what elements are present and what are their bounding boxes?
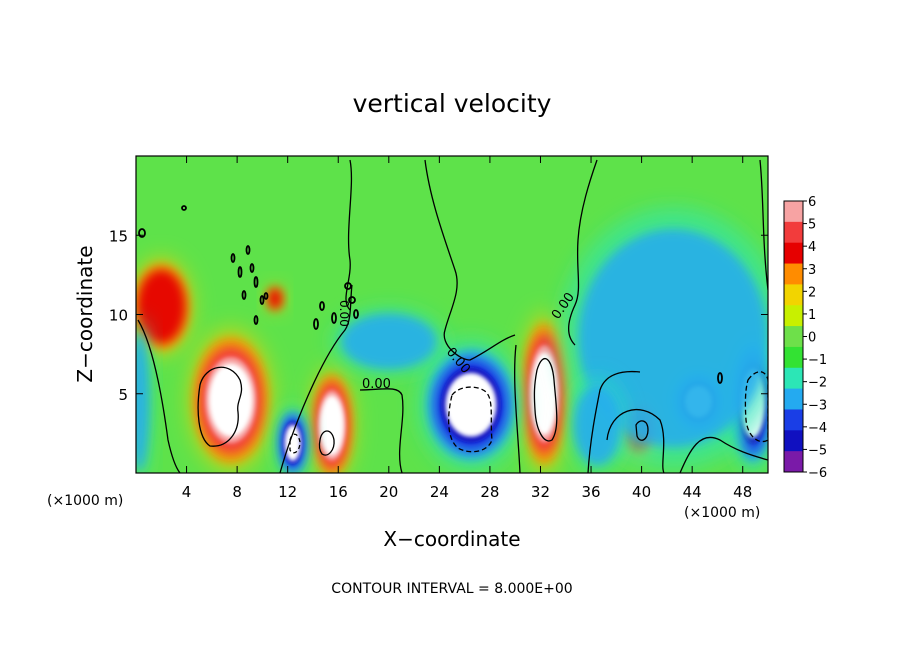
- contour-label: 0.00: [362, 377, 391, 392]
- colorbar-label: −6: [808, 466, 827, 481]
- field-downdraft: [331, 308, 446, 375]
- colorbar-swatch: [784, 263, 803, 285]
- zero-contour: [759, 159, 768, 291]
- x-tick-label: 4: [182, 483, 192, 501]
- field-core: [320, 395, 344, 456]
- x-axis-unit-left: (×1000 m): [47, 493, 123, 509]
- x-tick-label: 24: [430, 483, 449, 501]
- zero-contour: [345, 159, 353, 311]
- zero-contour: [424, 159, 516, 361]
- colorbar-label: −4: [808, 421, 827, 436]
- x-tick-label: 44: [683, 483, 702, 501]
- colorbar-label: −5: [808, 443, 827, 458]
- colorbar-label: 1: [808, 308, 816, 323]
- inner-contour: [447, 386, 493, 453]
- inner-contour: [635, 420, 649, 441]
- x-tick-label: 16: [329, 483, 348, 501]
- colorbar-label: 2: [808, 285, 816, 300]
- colorbar-label: 3: [808, 263, 816, 278]
- field-downdraft: [417, 338, 525, 472]
- y-tick-label: 10: [109, 307, 128, 325]
- x-tick-label: 48: [733, 483, 752, 501]
- colorbar-swatch: [784, 367, 803, 390]
- colorbar-swatch: [784, 284, 803, 306]
- colorbar-swatch: [784, 305, 803, 327]
- field-downdraft: [568, 377, 626, 473]
- contour-interval-footer: CONTOUR INTERVAL = 8.000E+00: [331, 581, 572, 597]
- colorbar-swatch: [784, 201, 803, 223]
- zero-contour: [587, 370, 641, 473]
- zero-contour: [567, 159, 598, 346]
- field-core: [208, 363, 253, 437]
- field-updraft: [186, 326, 275, 473]
- x-axis-label: X−coordinate: [383, 527, 520, 551]
- x-axis: 4 8 12 16 20 24 28 32 36 40 44 48: [182, 156, 752, 501]
- zero-contour: [514, 344, 521, 473]
- colorbar-label: −2: [808, 376, 827, 391]
- field-layer: [341, 313, 437, 370]
- colorbar-label: 0: [808, 331, 816, 346]
- x-tick-label: 20: [379, 483, 398, 501]
- zero-contour: [606, 409, 665, 473]
- colorbar-swatch: [784, 326, 803, 348]
- colorbar-swatch: [784, 388, 803, 410]
- colorbar-label: −3: [808, 398, 827, 413]
- y-tick-label: 5: [118, 386, 128, 404]
- zero-contours: [137, 159, 768, 473]
- x-tick-label: 8: [232, 483, 242, 501]
- field-downdraft: [136, 318, 152, 473]
- field-updraft: [265, 284, 285, 313]
- field-layer: [137, 269, 186, 344]
- inner-contour: [744, 371, 768, 443]
- colorbar-label: 5: [808, 218, 816, 233]
- field-core: [445, 372, 497, 437]
- field-layer: [573, 385, 622, 466]
- x-tick-label: 32: [531, 483, 550, 501]
- field-layer: [268, 288, 282, 309]
- colorbar-label: 4: [808, 240, 816, 255]
- zero-contour: [137, 319, 181, 473]
- field-layer: [136, 332, 150, 471]
- x-tick-label: 36: [581, 483, 600, 501]
- x-tick-label: 28: [480, 483, 499, 501]
- zero-contour: [359, 388, 404, 473]
- colorbar-swatch: [784, 346, 803, 369]
- inner-contour: [289, 433, 301, 454]
- field-updraft: [308, 365, 356, 473]
- colorbar-label: 6: [808, 195, 816, 210]
- zero-contour: [679, 436, 768, 473]
- x-axis-unit-right: (×1000 m): [684, 505, 760, 521]
- x-tick-label: 40: [632, 483, 651, 501]
- plot-area: 0.00 0.00 0.00 0.00: [136, 156, 768, 473]
- y-axis: 5 10 15: [109, 227, 768, 404]
- small-contour-cells: [138, 205, 723, 384]
- colorbar-swatch: [784, 242, 803, 265]
- field-downdraft: [275, 404, 310, 473]
- contour-label: 0.00: [337, 300, 351, 327]
- field-updraft: [136, 256, 195, 358]
- inner-contour: [197, 366, 243, 447]
- colorbar-swatch: [784, 409, 803, 431]
- colorbar-swatch: [784, 221, 803, 244]
- chart-title: vertical velocity: [353, 89, 552, 118]
- field-core: [284, 424, 301, 462]
- inner-contour: [318, 430, 335, 456]
- x-tick-label: 12: [278, 483, 297, 501]
- colorbar: 6 5 4 3 2 1 0 −1 −2 −3 −4 −5 −6: [783, 195, 827, 481]
- y-tick-label: 15: [109, 227, 128, 245]
- inner-contour: [533, 357, 558, 442]
- colorbar-label: −1: [808, 353, 827, 368]
- field-core: [531, 352, 558, 435]
- colorbar-swatch: [784, 430, 803, 452]
- field-layer: [578, 229, 768, 448]
- colorbar-swatch: [784, 451, 803, 473]
- y-axis-label: Z−coordinate: [73, 245, 97, 382]
